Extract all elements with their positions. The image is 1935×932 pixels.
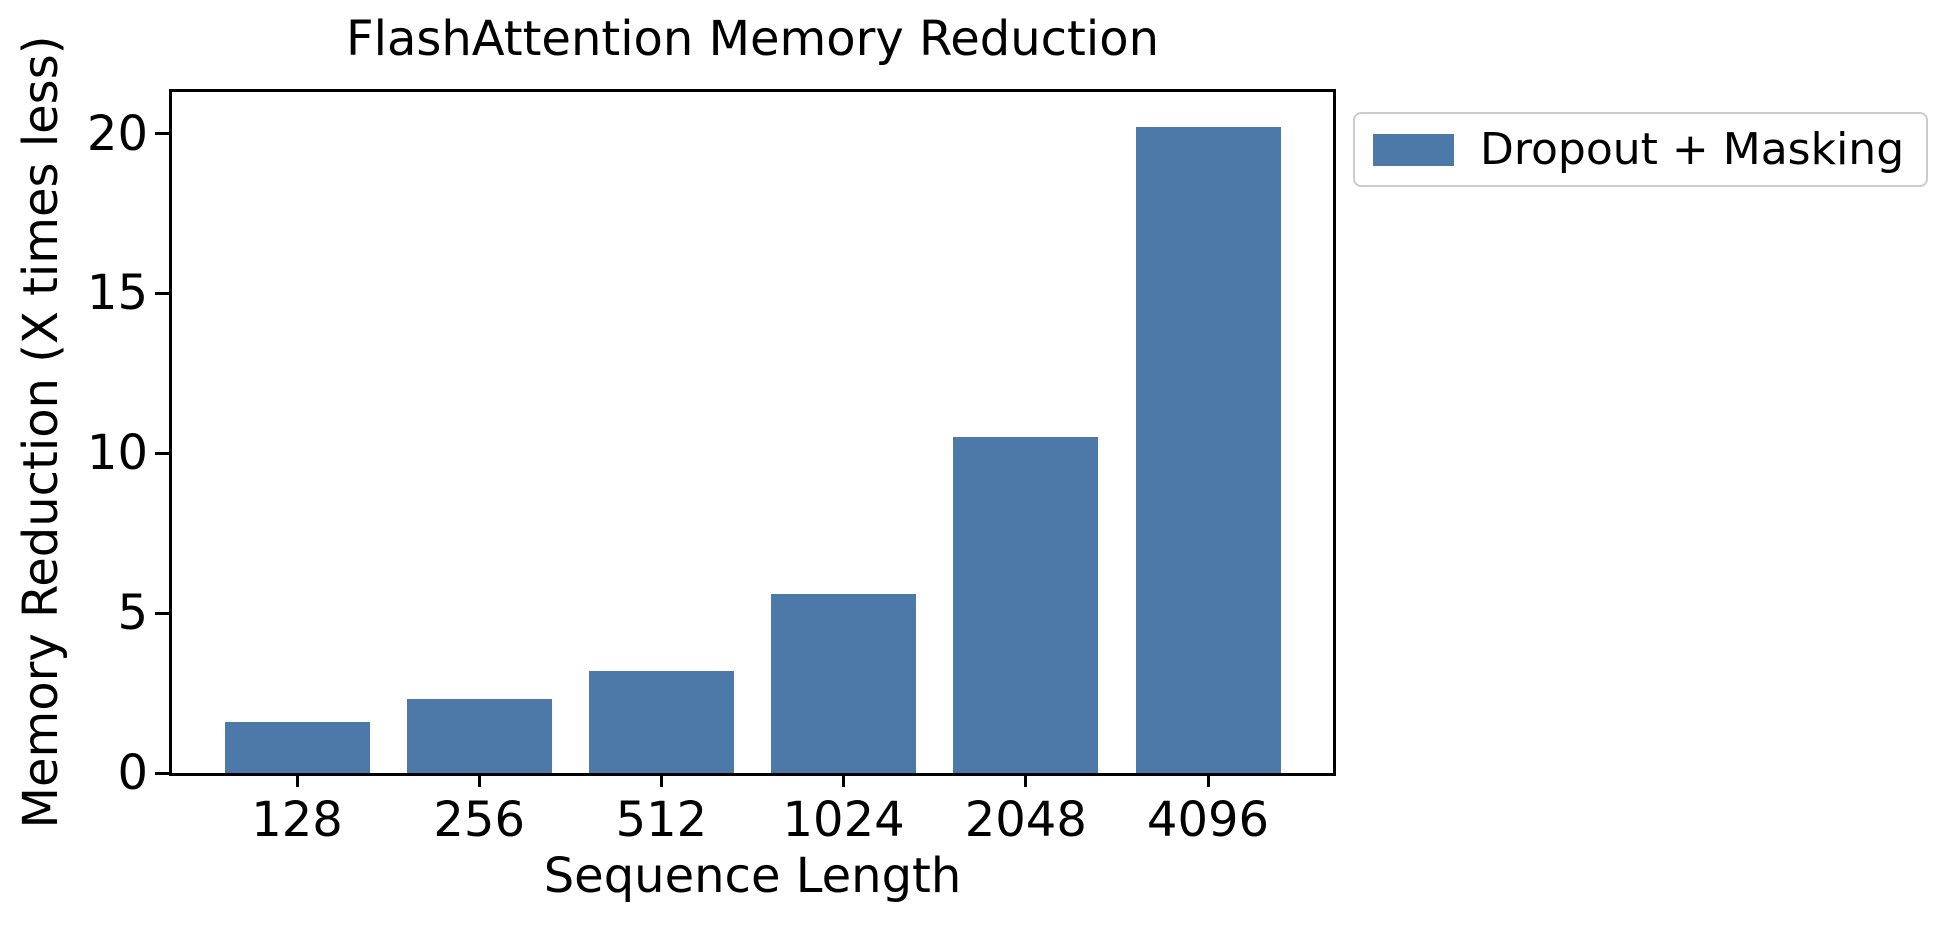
- x-tick-mark-2048: [1024, 773, 1028, 787]
- y-tick-mark-5: [155, 611, 169, 615]
- bar-256: [406, 699, 552, 773]
- x-tick-label-2048: 2048: [964, 792, 1087, 848]
- x-axis-label: Sequence Length: [543, 848, 962, 904]
- bar-1024: [771, 594, 917, 773]
- y-tick-mark-0: [155, 771, 169, 775]
- x-tick-mark-512: [659, 773, 663, 787]
- x-tick-mark-1024: [842, 773, 846, 787]
- x-tick-mark-256: [477, 773, 481, 787]
- x-tick-label-1024: 1024: [782, 792, 905, 848]
- y-axis-label: Memory Reduction (X times less): [13, 35, 69, 829]
- y-tick-mark-15: [155, 291, 169, 295]
- y-tick-label-10: 10: [86, 425, 148, 482]
- y-tick-mark-10: [155, 451, 169, 455]
- bar-512: [588, 671, 734, 773]
- bar-4096: [1135, 127, 1281, 773]
- legend-label: Dropout + Masking: [1480, 124, 1905, 175]
- y-tick-label-20: 20: [86, 105, 148, 162]
- x-tick-mark-128: [295, 773, 299, 787]
- x-tick-mark-4096: [1206, 773, 1210, 787]
- y-tick-mark-20: [155, 132, 169, 136]
- legend: Dropout + Masking: [1353, 112, 1929, 187]
- chart-title: FlashAttention Memory Reduction: [346, 11, 1159, 67]
- y-tick-label-0: 0: [117, 745, 148, 801]
- y-tick-label-5: 5: [117, 585, 148, 642]
- x-tick-label-256: 256: [433, 792, 525, 848]
- plot-area: [169, 89, 1336, 776]
- bar-2048: [953, 437, 1099, 773]
- x-tick-label-4096: 4096: [1146, 792, 1270, 848]
- legend-swatch: [1373, 133, 1454, 166]
- x-tick-label-512: 512: [615, 792, 708, 848]
- y-tick-label-15: 15: [86, 265, 148, 322]
- bar-128: [224, 722, 370, 773]
- x-tick-label-128: 128: [251, 792, 343, 848]
